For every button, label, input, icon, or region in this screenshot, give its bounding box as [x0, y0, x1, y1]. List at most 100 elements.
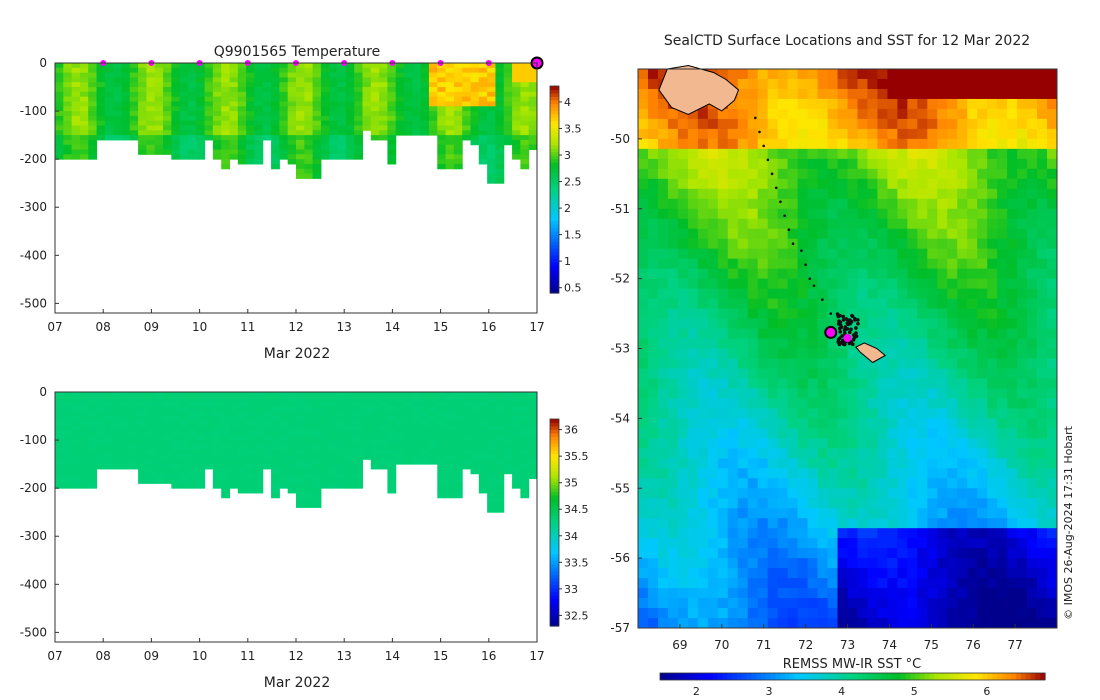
temperature-xlabel: Mar 2022	[264, 346, 331, 362]
salinity-cell	[262, 435, 272, 441]
sst-cell	[997, 398, 1008, 409]
salinity-cell	[320, 459, 330, 465]
salinity-section-panel: 07 08 09 10 11 12 13 14 15 16 17 0-100-200-300-400…	[20, 385, 589, 691]
sst-cell	[887, 268, 898, 280]
sst-cell	[1037, 578, 1048, 589]
temperature-cell	[204, 115, 214, 122]
colorbar-segment	[852, 673, 858, 680]
salinity-cell	[138, 478, 147, 484]
sst-cell	[927, 478, 938, 489]
sst-cell	[977, 558, 988, 569]
sst-cell	[827, 88, 838, 100]
sst-cell	[787, 328, 799, 339]
sst-cell	[827, 218, 838, 230]
colorbar-segment	[550, 598, 559, 603]
salinity-cell	[520, 406, 530, 412]
sst-cell	[767, 538, 779, 549]
sst-cell	[857, 288, 868, 299]
sst-cell	[1047, 138, 1058, 150]
sst-cell	[667, 568, 679, 579]
sst-cell	[957, 448, 968, 459]
salinity-cell	[437, 464, 447, 470]
sst-cell	[667, 188, 679, 200]
salinity-cell	[221, 406, 231, 412]
sst-cell	[917, 358, 928, 369]
colorbar-segment	[770, 673, 777, 680]
temperature-cell	[96, 106, 106, 112]
sst-cell	[667, 488, 679, 499]
temperature-cell	[528, 144, 538, 151]
sst-cell	[757, 128, 769, 140]
sst-cell	[827, 388, 838, 399]
sst-cell	[897, 488, 908, 499]
sst-cell	[837, 218, 848, 230]
salinity-cell	[138, 425, 147, 431]
salinity-cell	[329, 430, 339, 436]
sst-cell	[787, 378, 799, 389]
salinity-cell	[478, 425, 488, 431]
salinity-cell	[495, 488, 505, 494]
sst-cell	[827, 358, 838, 369]
sst-cell	[777, 508, 789, 519]
sst-cell	[967, 448, 978, 459]
sst-cell	[837, 308, 848, 319]
sst-cell	[847, 428, 858, 439]
temperature-cell	[254, 115, 264, 122]
sst-cell	[907, 358, 918, 369]
sst-cell	[1007, 508, 1018, 519]
temperature-cell	[154, 139, 164, 146]
salinity-cell	[229, 459, 239, 465]
temperature-cell	[212, 106, 222, 112]
sst-cell	[757, 488, 769, 499]
sst-cell	[817, 248, 828, 260]
temperature-cell	[171, 144, 181, 151]
temperature-cell	[121, 135, 131, 141]
salinity-cell	[478, 478, 488, 484]
salinity-cell	[453, 420, 463, 427]
sst-cell	[807, 338, 818, 349]
salinity-cell	[163, 464, 172, 470]
sst-cell	[1017, 298, 1028, 309]
temperature-cell	[262, 135, 272, 141]
temperature-cell	[212, 72, 222, 78]
sst-cell	[747, 388, 759, 399]
sst-cell	[937, 428, 948, 439]
sst-cell	[857, 528, 868, 539]
sst-cell	[697, 188, 709, 200]
temperature-cell	[304, 77, 314, 83]
sst-cell	[667, 248, 679, 260]
colorbar-segment	[550, 470, 559, 475]
sst-cell	[957, 258, 968, 270]
sst-cell	[857, 558, 868, 569]
temperature-cell	[262, 130, 272, 136]
salinity-cell	[196, 430, 206, 436]
sst-cell	[987, 198, 998, 210]
sst-cell	[817, 178, 828, 190]
sst-cell	[807, 238, 818, 250]
temperature-cell	[387, 139, 397, 146]
temperature-cell	[279, 82, 289, 88]
sst-cell	[847, 228, 858, 240]
temperature-cell	[512, 154, 521, 160]
salinity-cell	[320, 411, 330, 417]
sst-cell	[1007, 578, 1018, 589]
sst-cell	[797, 448, 808, 459]
temperature-cell	[320, 154, 330, 160]
sst-cell	[987, 578, 998, 589]
salinity-cell	[287, 464, 297, 470]
sst-cell	[867, 118, 878, 130]
salinity-cell	[345, 420, 355, 427]
salinity-cell	[520, 440, 530, 446]
salinity-cell	[204, 444, 214, 451]
salinity-cell	[304, 416, 314, 422]
sst-cell	[817, 148, 828, 160]
colorbar-segment	[818, 673, 825, 680]
temperature-cell	[254, 106, 264, 112]
salinity-cell	[329, 401, 339, 407]
temperature-cell	[478, 72, 488, 78]
sst-cell	[1047, 328, 1058, 339]
colorbar-segment	[746, 673, 753, 680]
sst-cell	[1037, 568, 1048, 579]
temperature-cell	[337, 111, 347, 117]
sst-cell	[977, 608, 988, 619]
